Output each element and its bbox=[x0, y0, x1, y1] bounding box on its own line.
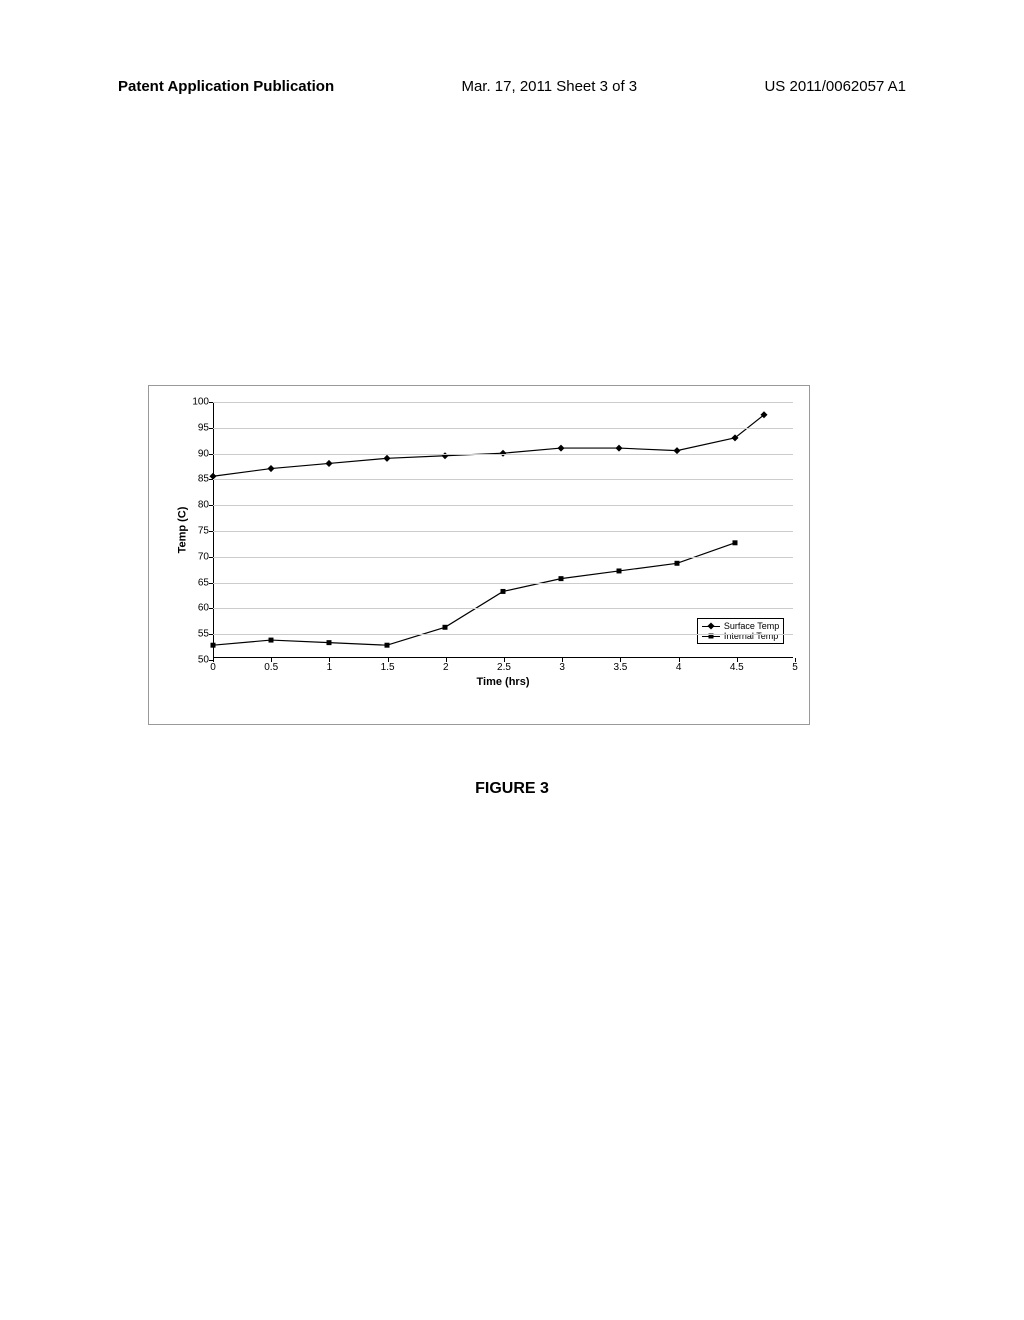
y-tick bbox=[209, 454, 213, 455]
x-tick-label: 0.5 bbox=[264, 662, 278, 673]
y-tick bbox=[209, 505, 213, 506]
gridline-h bbox=[213, 634, 793, 635]
series-marker bbox=[443, 625, 448, 630]
gridline-h bbox=[213, 428, 793, 429]
series-marker bbox=[615, 445, 622, 452]
gridline-h bbox=[213, 479, 793, 480]
y-tick bbox=[209, 557, 213, 558]
gridline-h bbox=[213, 454, 793, 455]
y-tick-label: 80 bbox=[198, 500, 209, 511]
y-tick bbox=[209, 583, 213, 584]
legend-marker bbox=[702, 632, 720, 640]
gridline-h bbox=[213, 557, 793, 558]
series-marker bbox=[675, 561, 680, 566]
x-tick-label: 1 bbox=[327, 662, 333, 673]
x-tick-label: 1.5 bbox=[381, 662, 395, 673]
series-marker bbox=[211, 643, 216, 648]
series-line bbox=[213, 415, 764, 476]
gridline-h bbox=[213, 531, 793, 532]
x-tick-label: 3 bbox=[559, 662, 565, 673]
x-tick-label: 5 bbox=[792, 662, 798, 673]
x-tick-label: 2 bbox=[443, 662, 449, 673]
y-tick-label: 60 bbox=[198, 603, 209, 614]
x-tick-label: 4 bbox=[676, 662, 682, 673]
y-tick bbox=[209, 634, 213, 635]
chart-container: Temp (C) Time (hrs) Surface TempInternal… bbox=[148, 385, 810, 725]
legend-label: Surface Temp bbox=[724, 621, 779, 631]
x-tick-label: 0 bbox=[210, 662, 216, 673]
series-marker bbox=[733, 540, 738, 545]
y-tick-label: 50 bbox=[198, 655, 209, 666]
series-marker bbox=[557, 445, 564, 452]
x-tick-label: 3.5 bbox=[613, 662, 627, 673]
y-tick bbox=[209, 479, 213, 480]
y-tick-label: 75 bbox=[198, 526, 209, 537]
y-tick bbox=[209, 608, 213, 609]
header-left: Patent Application Publication bbox=[118, 78, 334, 95]
series-marker bbox=[267, 465, 274, 472]
series-marker bbox=[325, 460, 332, 467]
legend-row: Internal Temp bbox=[702, 631, 779, 641]
y-tick bbox=[209, 531, 213, 532]
y-tick-label: 55 bbox=[198, 629, 209, 640]
chart-inner: Temp (C) Time (hrs) Surface TempInternal… bbox=[157, 394, 801, 688]
legend-marker bbox=[702, 622, 720, 630]
header-center: Mar. 17, 2011 Sheet 3 of 3 bbox=[461, 78, 637, 95]
y-tick-label: 85 bbox=[198, 474, 209, 485]
figure-caption: FIGURE 3 bbox=[475, 780, 549, 798]
header-right: US 2011/0062057 A1 bbox=[764, 78, 906, 95]
x-tick-label: 2.5 bbox=[497, 662, 511, 673]
x-axis-label: Time (hrs) bbox=[477, 676, 530, 688]
y-axis-label: Temp (C) bbox=[176, 507, 188, 554]
series-marker bbox=[383, 455, 390, 462]
legend-label: Internal Temp bbox=[724, 631, 778, 641]
page-header: Patent Application Publication Mar. 17, … bbox=[0, 78, 1024, 95]
y-tick-label: 90 bbox=[198, 448, 209, 459]
gridline-h bbox=[213, 505, 793, 506]
legend-row: Surface Temp bbox=[702, 621, 779, 631]
series-line bbox=[213, 543, 735, 645]
y-tick bbox=[209, 402, 213, 403]
series-marker bbox=[385, 643, 390, 648]
gridline-h bbox=[213, 402, 793, 403]
legend-box: Surface TempInternal Temp bbox=[697, 618, 784, 644]
series-marker bbox=[501, 589, 506, 594]
series-marker bbox=[269, 638, 274, 643]
x-tick-label: 4.5 bbox=[730, 662, 744, 673]
y-tick-label: 95 bbox=[198, 422, 209, 433]
series-marker bbox=[327, 640, 332, 645]
gridline-h bbox=[213, 583, 793, 584]
y-tick bbox=[209, 428, 213, 429]
plot-area: Temp (C) Time (hrs) Surface TempInternal… bbox=[213, 402, 793, 658]
y-tick-label: 70 bbox=[198, 551, 209, 562]
gridline-h bbox=[213, 608, 793, 609]
series-marker bbox=[617, 568, 622, 573]
series-marker bbox=[559, 576, 564, 581]
y-tick-label: 100 bbox=[192, 397, 209, 408]
y-tick-label: 65 bbox=[198, 577, 209, 588]
